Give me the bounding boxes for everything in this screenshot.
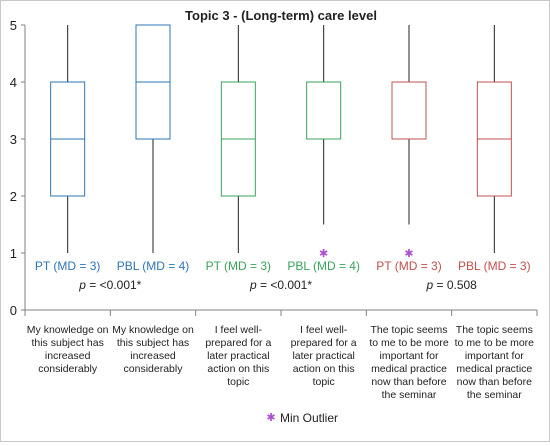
p-value: p = <0.001*	[78, 278, 141, 292]
p-value: p = <0.001*	[249, 278, 312, 292]
y-tick-label: 4	[10, 75, 17, 90]
group-label: PBL (MD = 4)	[117, 259, 190, 273]
box	[391, 81, 427, 140]
chart-title: Topic 3 - (Long-term) care level	[185, 8, 377, 23]
outlier-marker: ✱	[404, 248, 413, 260]
y-tick-label: 3	[10, 132, 17, 147]
group-label: PBL (MD = 3)	[458, 259, 531, 273]
category-label: My knowledge on this subject has increased…	[112, 324, 194, 375]
legend-label: Min Outlier	[280, 411, 338, 425]
y-tick-label: 0	[10, 303, 17, 318]
group-label: PT (MD = 3)	[206, 259, 271, 273]
outlier-marker: ✱	[319, 248, 328, 260]
p-value: p = 0.508	[425, 278, 477, 292]
group-label: PT (MD = 3)	[376, 259, 441, 273]
category-label: The topic seems to me to be more important…	[369, 324, 449, 401]
y-tick-label: 5	[10, 18, 17, 33]
box	[306, 81, 342, 140]
category-label: The topic seems to me to be more important…	[455, 324, 535, 401]
category-label: I feel well-prepared for a later practica…	[205, 324, 271, 388]
y-tick-label: 1	[10, 246, 17, 261]
legend-marker: ✱	[266, 412, 275, 424]
category-label: My knowledge on this subject has increased…	[27, 324, 109, 375]
category-label: I feel well-prepared for a later practica…	[291, 324, 357, 388]
group-label: PBL (MD = 4)	[287, 259, 360, 273]
y-tick-label: 2	[10, 189, 17, 204]
group-label: PT (MD = 3)	[35, 259, 100, 273]
